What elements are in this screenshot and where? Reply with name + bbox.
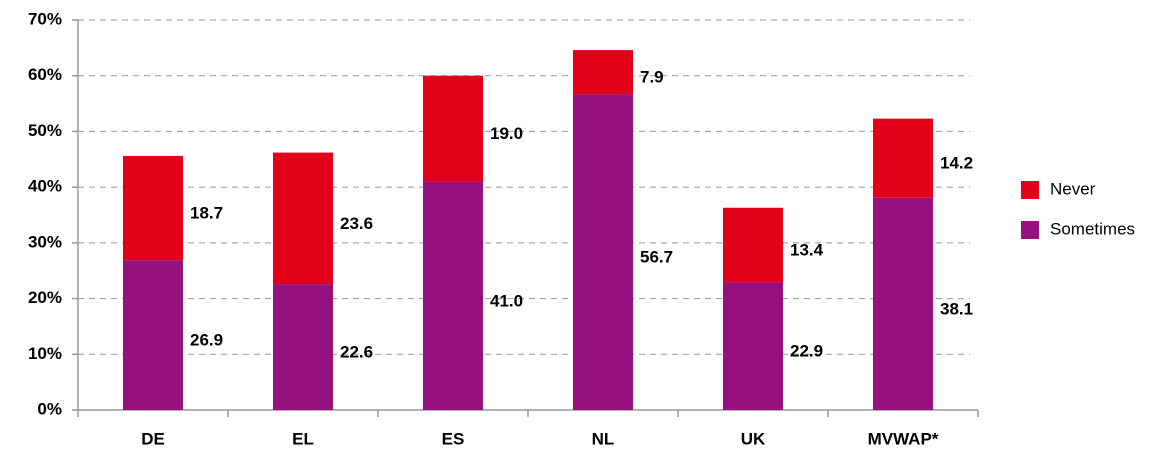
x-tick-label: ES (442, 429, 465, 448)
bar-segment (873, 118, 933, 198)
bar-segment (423, 181, 483, 410)
value-label: 14.2 (940, 154, 973, 173)
bar-segment (423, 75, 483, 182)
bar-segment (723, 282, 783, 410)
y-tick-label: 0% (37, 399, 62, 418)
value-label: 41.0 (490, 291, 523, 310)
legend-swatch (1021, 181, 1039, 199)
value-label: 38.1 (940, 299, 973, 318)
y-tick-label: 70% (28, 9, 62, 28)
y-tick-label: 60% (28, 65, 62, 84)
y-tick-label: 50% (28, 121, 62, 140)
bar-segment (573, 50, 633, 95)
bar-segment (123, 155, 183, 261)
x-tick-label: UK (741, 429, 766, 448)
value-label: 7.9 (640, 68, 664, 87)
value-label: 22.6 (340, 343, 373, 362)
value-label: 23.6 (340, 214, 373, 233)
bar-segment (273, 152, 333, 285)
bar-segment (873, 197, 933, 410)
bar-segment (273, 284, 333, 410)
value-label: 13.4 (790, 241, 824, 260)
y-tick-label: 30% (28, 232, 62, 251)
value-label: 26.9 (190, 331, 223, 350)
value-label: 56.7 (640, 248, 673, 267)
x-tick-label: DE (141, 429, 165, 448)
x-tick-label: MVWAP* (868, 429, 939, 448)
legend-swatch (1021, 221, 1039, 239)
bar-segment (723, 207, 783, 283)
legend-label: Never (1050, 179, 1096, 198)
value-label: 19.0 (490, 124, 523, 143)
legend-label: Sometimes (1050, 219, 1135, 238)
y-tick-label: 40% (28, 177, 62, 196)
bar-segment (123, 260, 183, 410)
bar-segment (573, 94, 633, 410)
value-label: 22.9 (790, 342, 823, 361)
x-tick-label: NL (592, 429, 615, 448)
y-tick-label: 20% (28, 288, 62, 307)
y-tick-label: 10% (28, 344, 62, 363)
value-label: 18.7 (190, 204, 223, 223)
x-tick-label: EL (292, 429, 314, 448)
